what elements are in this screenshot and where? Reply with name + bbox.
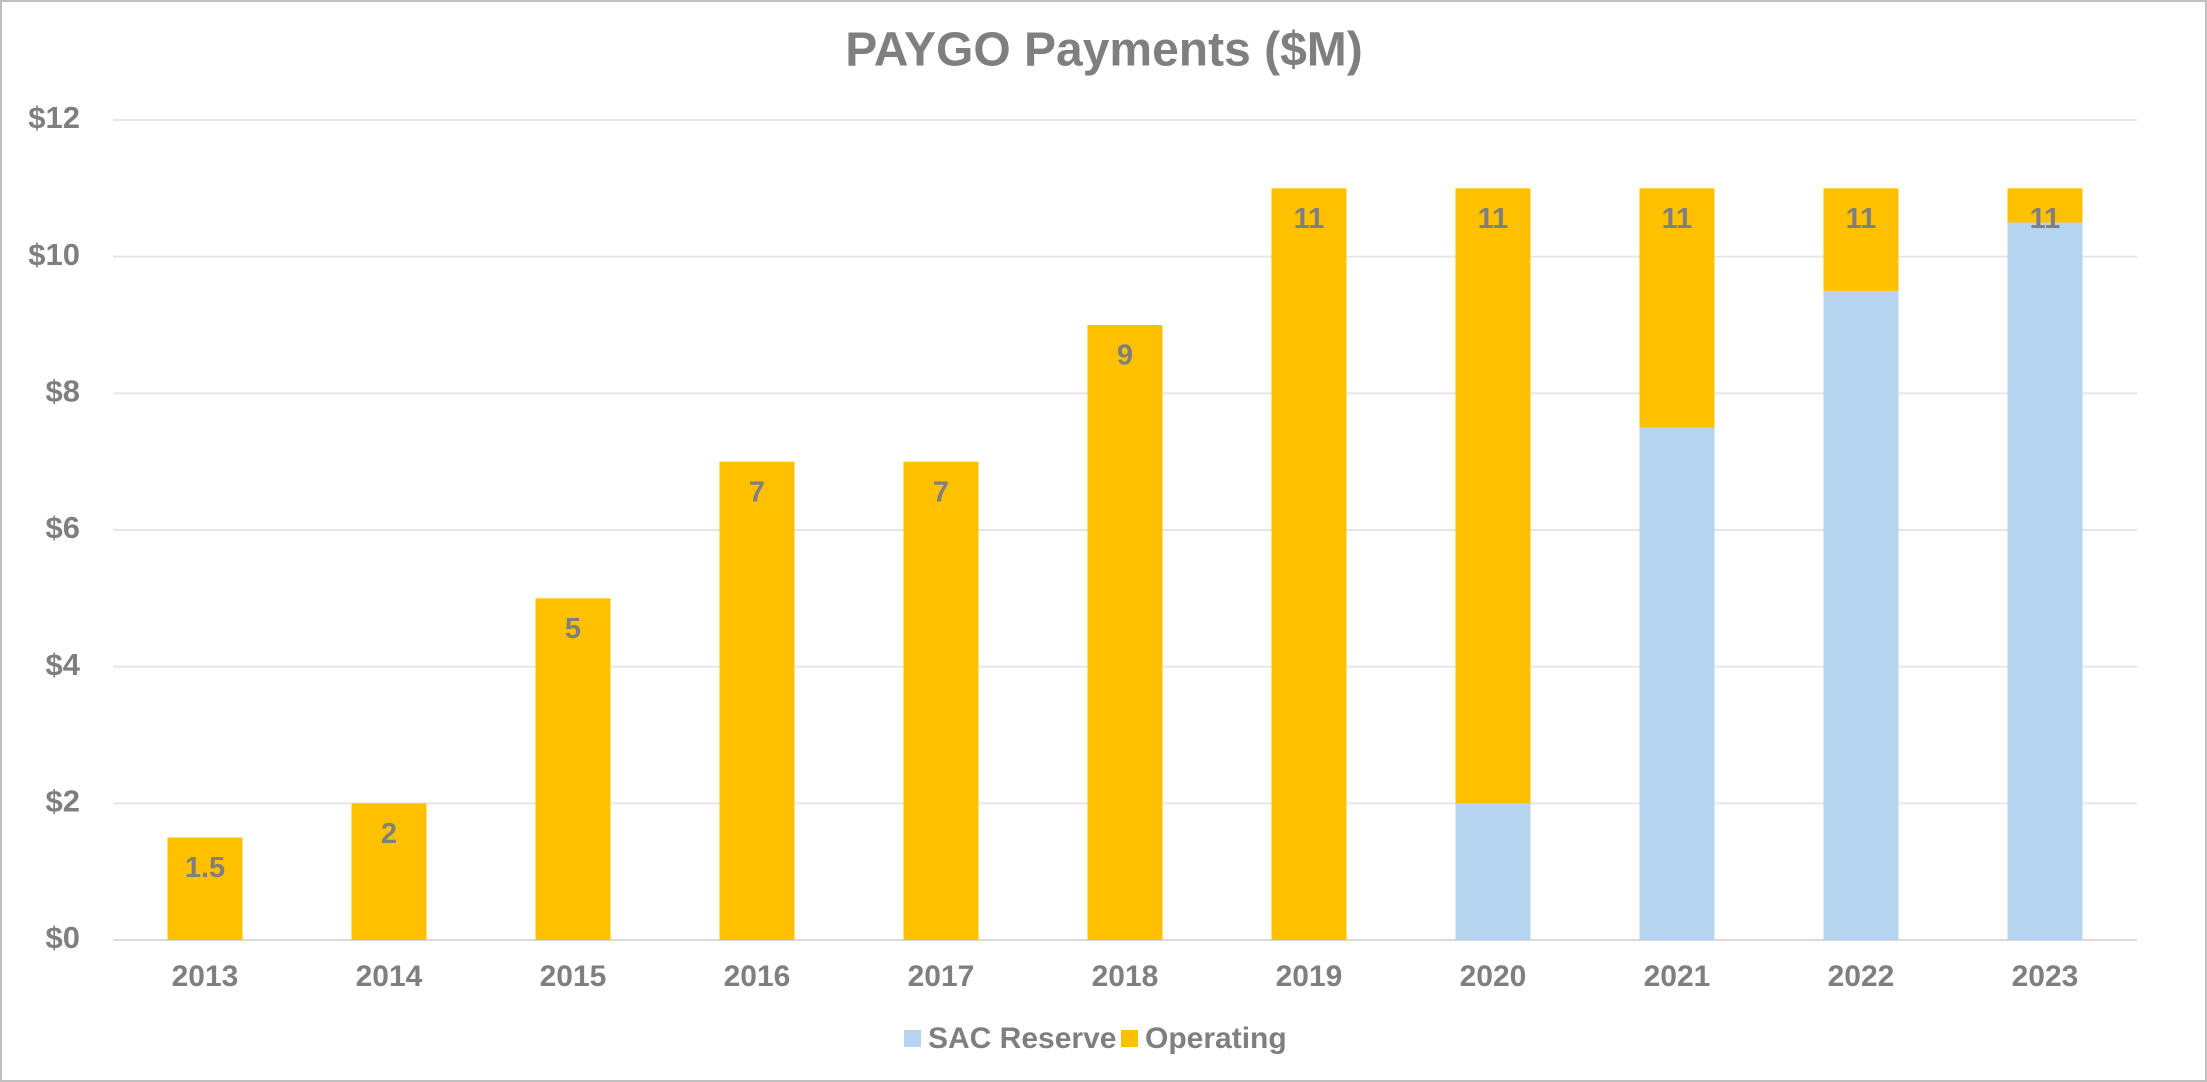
chart-title: PAYGO Payments ($M) (845, 24, 1363, 77)
x-tick-label: 2016 (724, 960, 791, 993)
data-label: 2 (381, 818, 397, 850)
data-label: 11 (1662, 203, 1693, 235)
bar-segment (1087, 325, 1163, 940)
y-tick-label: $6 (46, 510, 80, 545)
data-label: 9 (1117, 340, 1133, 372)
y-tick-label: $8 (46, 374, 80, 409)
data-label: 5 (565, 613, 581, 645)
data-label: 7 (933, 476, 949, 508)
x-tick-label: 2023 (2012, 960, 2079, 993)
x-tick-label: 2022 (1828, 960, 1895, 993)
data-label: 1.5 (185, 852, 225, 884)
x-tick-label: 2020 (1460, 960, 1527, 993)
bar-segment (1455, 803, 1531, 940)
x-tick-label: 2017 (908, 960, 975, 993)
data-label: 11 (1478, 203, 1509, 235)
data-label: 11 (1846, 203, 1877, 235)
x-tick-label: 2015 (540, 960, 607, 993)
x-tick-label: 2019 (1276, 960, 1343, 993)
data-label: 11 (1294, 203, 1325, 235)
bar-segment (1639, 188, 1715, 428)
data-label: 7 (749, 476, 765, 508)
bar-segment (903, 461, 979, 940)
bar-segment (535, 598, 611, 940)
legend-swatch (904, 1030, 921, 1047)
bar-segment (351, 803, 427, 940)
y-tick-label: $12 (28, 100, 80, 135)
bar-segment (167, 837, 243, 940)
y-tick-label: $2 (46, 784, 80, 819)
x-tick-label: 2018 (1092, 960, 1159, 993)
x-tick-label: 2014 (356, 960, 423, 993)
y-tick-label: $10 (28, 237, 80, 272)
legend-label: Operating (1145, 1022, 1287, 1055)
bar-segment (719, 461, 795, 940)
bar-segment (2007, 222, 2083, 940)
bar-segment (1823, 188, 1899, 291)
bar-segment (1271, 188, 1347, 941)
bar-segment (1639, 427, 1715, 940)
y-tick-label: $0 (46, 920, 80, 955)
bar-segment (2007, 188, 2083, 223)
bar-segment (1823, 290, 1899, 940)
y-tick-label: $4 (46, 647, 81, 682)
x-tick-label: 2021 (1644, 960, 1711, 993)
x-tick-label: 2013 (172, 960, 239, 993)
data-label: 11 (2030, 203, 2061, 235)
bar-segment (1455, 188, 1531, 804)
legend-swatch (1121, 1030, 1138, 1047)
legend-label: SAC Reserve (928, 1022, 1116, 1055)
